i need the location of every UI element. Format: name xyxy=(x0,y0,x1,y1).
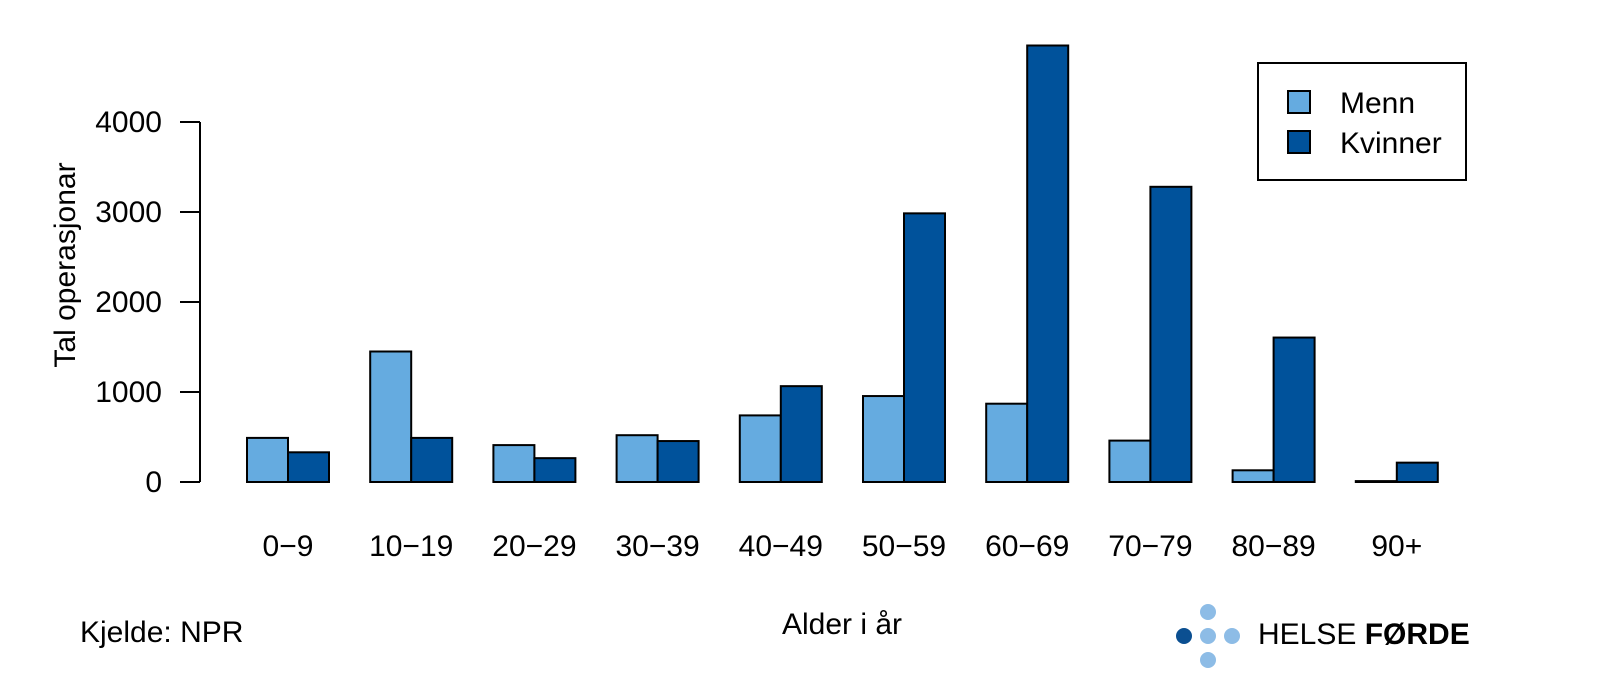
y-tick-label-1000: 1000 xyxy=(95,376,162,409)
x-category-label-7: 70−79 xyxy=(1108,530,1192,563)
bar-kvinner-4 xyxy=(779,385,823,483)
y-tick-label-4000: 4000 xyxy=(95,106,162,139)
logo-dots-icon xyxy=(1176,604,1240,668)
y-tick-label-0: 0 xyxy=(145,466,162,499)
bar-menn-5 xyxy=(862,395,905,483)
bar-menn-1 xyxy=(369,350,413,483)
bar-kvinner-9 xyxy=(1395,461,1439,483)
bar-menn-3 xyxy=(615,434,659,484)
logo-text: HELSE FØRDE xyxy=(1258,618,1470,651)
bars xyxy=(246,44,1439,484)
x-category-label-8: 80−89 xyxy=(1231,530,1315,563)
bar-menn-8 xyxy=(1231,469,1275,483)
y-axis: 0 1000 2000 3000 4000 xyxy=(95,106,201,499)
bar-menn-6 xyxy=(985,402,1029,484)
x-category-label-0: 0−9 xyxy=(263,530,314,563)
bar-kvinner-6 xyxy=(1026,44,1070,483)
source-note: Kjelde: NPR xyxy=(80,616,243,649)
x-category-label-3: 30−39 xyxy=(615,530,699,563)
x-axis-title: Alder i år xyxy=(782,608,902,641)
bar-menn-4 xyxy=(738,414,782,483)
x-category-label-6: 60−69 xyxy=(985,530,1069,563)
x-category-label-1: 10−19 xyxy=(369,530,453,563)
legend-swatch-menn xyxy=(1287,90,1311,114)
bar-kvinner-3 xyxy=(656,440,700,483)
bar-kvinner-1 xyxy=(410,436,454,483)
bar-kvinner-0 xyxy=(287,451,330,483)
y-axis-title: Tal operasjonar xyxy=(49,162,82,367)
legend: Menn Kvinner xyxy=(1257,62,1467,181)
y-tick-label-2000: 2000 xyxy=(95,286,162,319)
bar-menn-9 xyxy=(1354,480,1398,484)
bar-menn-2 xyxy=(492,444,536,484)
x-category-label-2: 20−29 xyxy=(492,530,576,563)
bar-menn-7 xyxy=(1108,439,1152,484)
bar-kvinner-7 xyxy=(1149,185,1193,484)
legend-label-kvinner: Kvinner xyxy=(1340,127,1442,160)
bar-kvinner-2 xyxy=(533,457,577,483)
legend-swatch-kvinner xyxy=(1287,130,1311,154)
logo-text-bold: FØRDE xyxy=(1365,618,1470,651)
x-category-label-9: 90+ xyxy=(1371,530,1422,563)
helse-forde-logo: HELSE FØRDE xyxy=(1176,604,1470,668)
bar-kvinner-5 xyxy=(903,212,946,483)
legend-box xyxy=(1257,62,1467,181)
bar-kvinner-8 xyxy=(1272,336,1316,483)
x-category-label-5: 50−59 xyxy=(862,530,946,563)
logo-text-light: HELSE xyxy=(1258,618,1365,651)
x-axis-category-labels: 0−9 10−19 20−29 30−39 40−49 50−59 60−69 70−79 80… xyxy=(263,530,1423,563)
legend-label-menn: Menn xyxy=(1340,87,1415,120)
y-tick-label-3000: 3000 xyxy=(95,196,162,229)
x-category-label-4: 40−49 xyxy=(739,530,823,563)
bar-menn-0 xyxy=(246,436,289,483)
